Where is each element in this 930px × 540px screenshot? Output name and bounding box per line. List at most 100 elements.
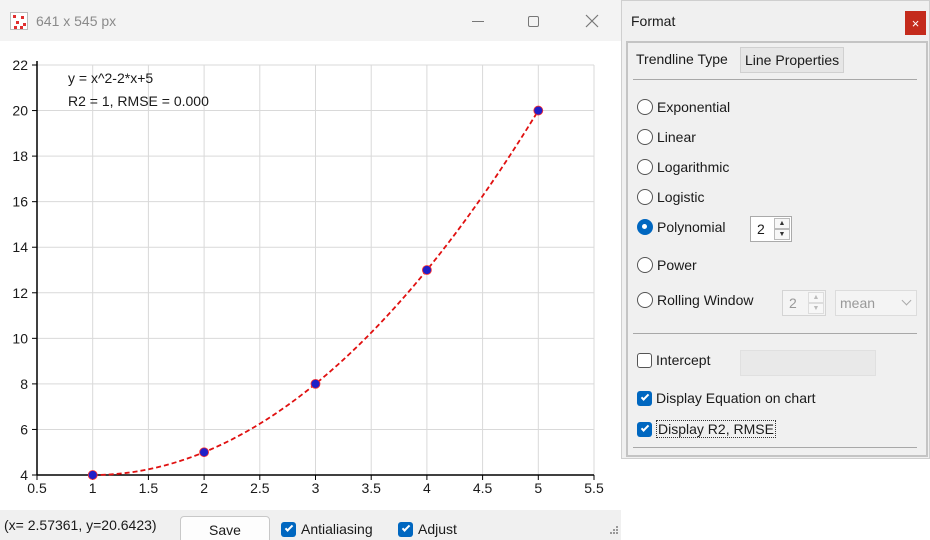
chart-canvas[interactable]: 0.5 1 1.5 2 2.5 3 3.5 4 4.5 5 5.5 4 6 8 10 12 14 16 18 20 2… [0, 41, 621, 510]
data-point [533, 105, 544, 116]
radio-icon [637, 292, 653, 308]
rolling-method-select[interactable]: mean [835, 290, 917, 316]
close-icon [585, 14, 599, 28]
chart-grid [36, 64, 595, 476]
spin-up-icon[interactable]: ▲ [808, 292, 824, 303]
minimize-icon [472, 20, 484, 22]
x-tick-label: 5.5 [584, 480, 604, 496]
spin-down-icon[interactable]: ▼ [774, 229, 790, 240]
y-tick-label: 4 [20, 467, 28, 483]
data-points [87, 105, 544, 480]
data-point [421, 265, 432, 275]
display-r2-checkbox[interactable]: Display R2, RMSE [637, 420, 776, 438]
x-tick-label: 1 [89, 480, 97, 496]
x-tick-label: 0.5 [27, 480, 47, 496]
radio-logistic[interactable]: Logistic [637, 189, 704, 205]
x-tick-label: 3.5 [361, 480, 381, 496]
minimize-button[interactable] [460, 6, 496, 36]
maximize-button[interactable] [515, 6, 551, 36]
cursor-coordinates: (x= 2.57361, y=20.6423) [4, 517, 157, 533]
radio-polynomial[interactable]: Polynomial [637, 219, 725, 235]
save-button[interactable]: Save [180, 516, 270, 540]
checkbox-checked-icon [281, 521, 296, 537]
x-tick-label: 4.5 [473, 480, 493, 496]
x-tick-label: 3 [312, 480, 320, 496]
radio-rolling-window[interactable]: Rolling Window [637, 292, 753, 308]
spin-up-icon[interactable]: ▲ [774, 218, 790, 229]
polynomial-order-spinner[interactable]: 2 ▲ ▼ [750, 216, 792, 242]
chevron-down-icon [901, 295, 912, 306]
radio-icon [637, 129, 653, 145]
spin-down-icon[interactable]: ▼ [808, 303, 824, 314]
radio-label: Linear [657, 129, 696, 145]
title-bar[interactable]: 641 x 545 px [0, 0, 621, 41]
y-tick-label: 16 [12, 194, 28, 210]
x-tick-label: 2.5 [250, 480, 270, 496]
data-point [199, 447, 210, 458]
y-axis-tick-labels: 4 6 8 10 12 14 16 18 20 22 [12, 57, 28, 483]
radio-label: Polynomial [657, 219, 726, 235]
intercept-checkbox[interactable]: Intercept [637, 352, 710, 368]
window-title: 641 x 545 px [36, 13, 117, 29]
radio-icon [637, 159, 653, 175]
radio-selected-icon [637, 219, 653, 235]
display-r2-label: Display R2, RMSE [656, 420, 776, 438]
radio-label: Logistic [657, 189, 705, 205]
radio-logarithmic[interactable]: Logarithmic [637, 159, 729, 175]
y-tick-label: 22 [12, 57, 28, 73]
checkbox-checked-icon [637, 421, 652, 437]
y-tick-label: 12 [12, 285, 28, 301]
close-icon: × [911, 15, 920, 31]
format-panel: Format × Trendline Type Line Properties … [621, 0, 930, 459]
divider [633, 333, 917, 334]
data-point [87, 470, 98, 480]
scatter-plot-icon [10, 12, 28, 30]
chart-axes [32, 61, 595, 480]
display-equation-label: Display Equation on chart [656, 390, 816, 406]
intercept-label: Intercept [656, 352, 711, 368]
plot-window: 641 x 545 px 0.5 1 1.5 2 2.5 3 3.5 4 4.5 5 5.5 4 6 8… [0, 0, 621, 540]
rolling-window-spinner[interactable]: 2 ▲ ▼ [782, 290, 826, 316]
y-tick-label: 18 [12, 148, 28, 164]
trendline [92, 110, 540, 476]
radio-power[interactable]: Power [637, 257, 697, 273]
x-tick-label: 5 [534, 480, 542, 496]
x-axis-tick-labels: 0.5 1 1.5 2 2.5 3 3.5 4 4.5 5 5.5 [27, 480, 604, 496]
format-panel-title: Format [631, 13, 676, 29]
intercept-input[interactable] [740, 350, 876, 376]
divider [633, 447, 917, 448]
adjust-checkbox[interactable]: Adjust [398, 521, 457, 537]
x-tick-label: 1.5 [139, 480, 159, 496]
format-panel-body: Trendline Type Line Properties Exponenti… [626, 41, 928, 457]
divider [633, 79, 917, 80]
spinner-value: 2 [789, 295, 797, 311]
radio-exponential[interactable]: Exponential [637, 99, 730, 115]
y-tick-label: 6 [20, 421, 28, 437]
radio-icon [637, 189, 653, 205]
radio-label: Exponential [657, 99, 731, 115]
r2-annotation: R2 = 1, RMSE = 0.000 [68, 93, 209, 109]
x-tick-label: 2 [200, 480, 208, 496]
y-tick-label: 14 [12, 239, 28, 255]
radio-icon [637, 257, 653, 273]
y-tick-label: 10 [12, 330, 28, 346]
format-close-button[interactable]: × [905, 11, 926, 35]
status-bar: (x= 2.57361, y=20.6423) [0, 510, 621, 540]
antialiasing-checkbox[interactable]: Antialiasing [281, 521, 373, 537]
adjust-label: Adjust [418, 521, 457, 537]
checkbox-checked-icon [398, 521, 413, 537]
tab-trendline-type[interactable]: Trendline Type [632, 47, 732, 73]
y-tick-label: 8 [20, 376, 28, 392]
antialiasing-label: Antialiasing [301, 521, 373, 537]
tab-line-properties[interactable]: Line Properties [740, 47, 845, 73]
data-point [310, 378, 321, 389]
y-tick-label: 20 [12, 103, 28, 119]
resize-grip-icon[interactable] [610, 526, 618, 536]
close-button[interactable] [574, 6, 610, 36]
radio-linear[interactable]: Linear [637, 129, 696, 145]
checkbox-unchecked-icon [637, 352, 652, 368]
radio-label: Power [657, 257, 697, 273]
radio-label: Logarithmic [657, 159, 730, 175]
display-equation-checkbox[interactable]: Display Equation on chart [637, 390, 816, 406]
